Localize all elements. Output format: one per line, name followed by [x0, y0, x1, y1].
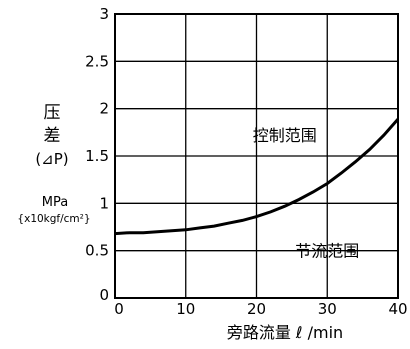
x-tick-label: 20: [247, 300, 266, 318]
y-tick-label: 2: [99, 100, 109, 118]
y-axis-unit: MPa: [42, 195, 68, 210]
region-label: 控制范围: [253, 126, 317, 145]
y-axis-label-line1: 压: [44, 103, 61, 123]
grid-lines: [115, 14, 398, 298]
x-tick-label: 40: [388, 300, 407, 318]
y-tick-label: 2.5: [85, 52, 109, 70]
y-axis-label-line2: 差: [44, 126, 61, 146]
data-series-line: [114, 118, 400, 236]
x-tick-label: 0: [114, 300, 124, 318]
y-axis-label: 压 差 (⊿P) MPa {x10kgf/cm²}: [17, 103, 90, 225]
y-tick-label: 3: [99, 5, 109, 23]
plot-frame: [114, 13, 399, 299]
y-axis-unit-alt: {x10kgf/cm²}: [17, 213, 90, 225]
x-tick-label: 10: [176, 300, 195, 318]
y-tick-label: 0: [99, 286, 109, 304]
x-axis-label: 旁路流量 ℓ /min: [227, 323, 343, 342]
region-label: 节流范围: [295, 242, 359, 261]
x-tick-label: 30: [318, 300, 337, 318]
y-axis-label-symbol: (⊿P): [35, 150, 68, 168]
tick-labels: 0 10 20 30 40 0 0.5 1 1.5 2 2.5 3: [85, 5, 407, 318]
y-tick-label: 0.5: [85, 242, 109, 260]
y-tick-label: 1: [99, 194, 109, 212]
y-tick-label: 1.5: [85, 147, 109, 165]
